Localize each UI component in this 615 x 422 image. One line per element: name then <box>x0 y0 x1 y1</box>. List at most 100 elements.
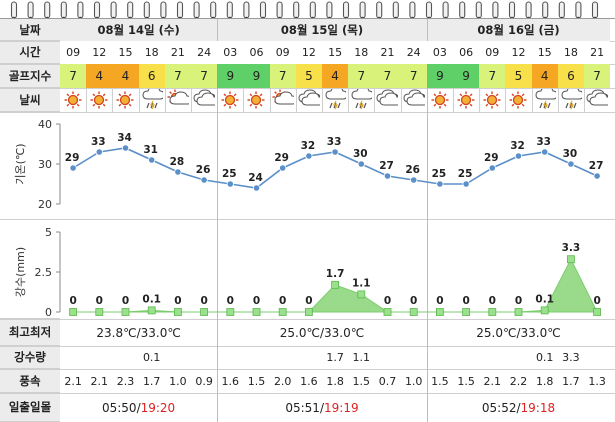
forecast-charts: 40 30 20 기온(℃) 29 33 34 31 28 26 25 24 29 32 33 30 27 26 2… <box>14 118 603 319</box>
rainfall-point <box>278 308 287 316</box>
temperature-label: 32 <box>510 140 525 152</box>
temperature-label: 30 <box>563 148 578 160</box>
rainfall-cell <box>112 346 138 369</box>
sunset-time: 19:18 <box>520 400 556 415</box>
rainfall-label: 0 <box>253 295 260 307</box>
temperature-point <box>541 148 549 156</box>
temperature-point <box>488 164 496 172</box>
rainfall-point <box>514 308 523 316</box>
temp-tick-label: 20 <box>38 198 52 211</box>
sunny-icon <box>60 88 86 112</box>
time-cell: 09 <box>479 41 506 64</box>
sunrise-sunset: 05:50/19:20 <box>60 393 217 422</box>
temperature-point <box>95 148 103 156</box>
temperature-point <box>279 164 287 172</box>
wind-speed-cell: 1.0 <box>404 374 423 388</box>
weather-forecast-table: 날짜 시간 골프지수 날씨 최고최저 강수량 풍속 일출일몰 08월 14일 (수) 08월 15… <box>0 18 615 422</box>
time-cell: 24 <box>191 41 218 64</box>
rainfall-cell: 0.1 <box>535 351 554 364</box>
rainfall-label: 0 <box>96 295 103 307</box>
time-cell: 18 <box>138 41 165 64</box>
row-divider <box>0 346 615 347</box>
rainfall-label: 0 <box>436 295 443 307</box>
rain-tick-label: 0 <box>45 306 52 319</box>
wind-speed-cell: 0.7 <box>378 374 397 388</box>
golf-index-cell: 7 <box>191 64 218 88</box>
binding-ring <box>143 1 150 22</box>
rainfall-label: 0.1 <box>142 293 161 305</box>
wind-speed-cell: 1.5 <box>431 374 449 388</box>
golf-index-cell: 7 <box>374 64 401 88</box>
time-cell: 21 <box>164 41 191 64</box>
rainfall-cell <box>374 346 400 369</box>
row-divider <box>0 112 615 113</box>
wind-speed-cell: 1.5 <box>457 374 475 388</box>
temperature-separator: / <box>319 325 324 340</box>
temperature-point <box>174 168 182 176</box>
golf-index-cell: 7 <box>60 64 87 88</box>
row-header-sun: 일출일몰 <box>0 393 60 422</box>
rainfall-cell <box>479 346 505 369</box>
rainfall-cell <box>401 346 427 369</box>
sunny-icon <box>217 88 243 112</box>
min-max-temperature: 25.0℃/33.0℃ <box>217 319 427 346</box>
rainfall-cell <box>217 346 243 369</box>
rainfall-point <box>95 308 104 316</box>
temperature-label: 29 <box>65 152 80 164</box>
rainfall-label: 0 <box>279 295 286 307</box>
rainfall-point <box>252 308 261 316</box>
temperature-point <box>200 176 208 184</box>
rain-cloud-icon <box>348 88 374 112</box>
rainfall-label: 0 <box>384 295 391 307</box>
temp-axis-label: 기온(℃) <box>14 143 27 184</box>
row-divider <box>0 219 615 220</box>
min-temperature: 25.0℃ <box>279 325 320 340</box>
wind-speed-cell: 1.8 <box>535 374 554 388</box>
rainfall-label: 0 <box>227 295 234 307</box>
golf-index-cell: 7 <box>269 64 296 88</box>
sunny-icon <box>243 88 269 112</box>
wind-speed-cell: 1.3 <box>588 374 606 388</box>
temperature-point <box>148 156 156 164</box>
temp-tick-label: 30 <box>38 158 52 171</box>
temperature-point <box>514 152 523 160</box>
golf-index-cell: 7 <box>400 64 427 88</box>
rain-tick-label: 2.5 <box>35 266 53 279</box>
golf-index-cell: 9 <box>243 64 270 88</box>
temperature-label: 27 <box>379 160 394 172</box>
row-divider <box>0 393 615 394</box>
rainfall-label: 0 <box>122 295 129 307</box>
rain-cloud-icon <box>139 88 165 112</box>
sunset-time: 19:20 <box>140 400 176 415</box>
rainfall-cell <box>505 346 531 369</box>
wind-speed-cell: 1.6 <box>300 374 318 388</box>
cloudy-icon <box>584 88 610 112</box>
time-cell: 06 <box>243 41 270 64</box>
temperature-label: 33 <box>327 136 342 148</box>
sunny-icon <box>427 88 453 112</box>
rainfall-point <box>540 306 549 315</box>
rainfall-cell <box>427 346 453 369</box>
temperature-point <box>593 172 601 180</box>
wind-speed-cell: 0.9 <box>195 374 213 388</box>
row-header-temperature-area <box>0 112 60 319</box>
time-cell: 12 <box>295 41 322 64</box>
rainfall-cell <box>165 346 191 369</box>
wind-speed-cell: 2.3 <box>116 374 135 388</box>
time-cell: 12 <box>86 41 113 64</box>
time-cell: 09 <box>60 41 87 64</box>
golf-index-cell: 6 <box>557 64 584 88</box>
rainfall-cell <box>296 346 322 369</box>
rainfall-point <box>304 308 313 316</box>
rainfall-cell: 1.1 <box>352 351 371 364</box>
golf-index-cell: 4 <box>322 64 349 88</box>
wind-speed-cell: 1.6 <box>221 374 240 388</box>
rainfall-label: 0 <box>200 295 207 307</box>
temperature-point <box>331 148 339 156</box>
row-divider <box>0 319 615 320</box>
golf-index-cell: 5 <box>295 64 322 88</box>
wind-speed-cell: 1.8 <box>326 374 344 388</box>
temperature-label: 30 <box>353 148 368 160</box>
row-header-golf-index: 골프지수 <box>0 64 60 88</box>
temperature-point <box>436 180 444 188</box>
